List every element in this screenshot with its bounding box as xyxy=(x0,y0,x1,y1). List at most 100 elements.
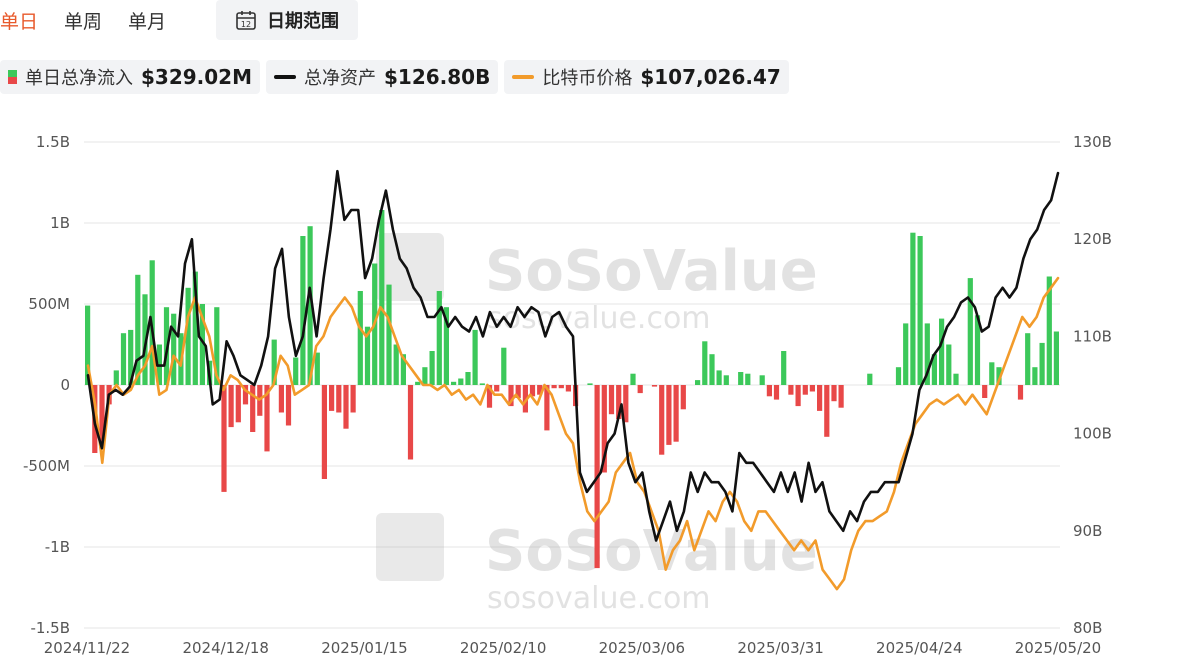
x-axis: 2024/11/22 2024/12/18 2025/01/15 2025/02/10… xyxy=(44,639,1101,657)
inflow-bar xyxy=(128,329,134,385)
outflow-bar xyxy=(608,385,615,415)
outflow-bar xyxy=(242,385,249,405)
y-left-tick-label: 0 xyxy=(60,376,70,394)
inflow-bar xyxy=(192,271,198,385)
inflow-bar xyxy=(465,372,471,385)
inflow-bar xyxy=(386,284,392,385)
x-tick-label: 2025/04/24 xyxy=(876,639,962,657)
legend-item-btc-price[interactable]: 比特币价格 $107,026.47 xyxy=(504,60,789,94)
inflow-bar xyxy=(738,372,744,385)
inflow-bar xyxy=(422,367,428,385)
outflow-bar xyxy=(278,385,284,413)
y-left-tick-label: -500M xyxy=(23,457,70,475)
inflow-bar xyxy=(393,344,399,385)
x-tick-label: 2025/03/06 xyxy=(599,639,685,657)
inflow-bar xyxy=(135,274,141,385)
outflow-bar xyxy=(529,385,536,397)
outflow-bar xyxy=(824,385,830,437)
inflow-bar xyxy=(967,278,973,385)
date-range-button[interactable]: 12 日期范围 xyxy=(216,0,358,40)
outflow-bar xyxy=(494,385,500,392)
inflow-bar xyxy=(357,291,363,385)
y-right-tick-label: 90B xyxy=(1073,522,1102,540)
legend-flow-value: $329.02M xyxy=(141,65,252,89)
outflow-bar xyxy=(508,385,514,407)
inflow-bar xyxy=(479,383,485,385)
inflow-bar xyxy=(171,313,177,385)
y-left-tick-label: 1.5B xyxy=(36,133,70,151)
y-axis-right: 130B 120B 110B 100B 90B 80B xyxy=(1073,133,1112,637)
inflow-bar xyxy=(917,236,923,385)
outflow-bar xyxy=(486,385,493,408)
chart-legend: 单日总净流入 $329.02M 总净资产 $126.80B 比特币价格 $107… xyxy=(0,60,789,94)
grid-lines xyxy=(84,141,1060,629)
y-axis-left: 1.5B 1B 500M 0 -500M -1B -1.5B xyxy=(23,133,70,637)
outflow-bar xyxy=(228,385,234,428)
outflow-bar xyxy=(831,385,837,402)
watermark-layer: SoSoValuesosovalue.comSoSoValuesosovalue… xyxy=(376,233,818,616)
outflow-bar xyxy=(623,385,629,423)
sosovalue-logo-icon xyxy=(376,513,444,581)
outflow-bar xyxy=(285,385,292,426)
calendar-icon: 12 xyxy=(236,11,256,30)
outflow-bar xyxy=(336,385,342,413)
inflow-bar xyxy=(953,373,959,385)
inflow-bar xyxy=(989,362,995,385)
outflow-bar xyxy=(321,385,327,479)
inflow-bar xyxy=(429,351,435,385)
legend-item-daily-inflow[interactable]: 单日总净流入 $329.02M xyxy=(0,60,260,94)
x-tick-label: 2025/02/10 xyxy=(460,639,546,657)
outflow-bar xyxy=(982,385,988,398)
y-left-tick-label: 1B xyxy=(50,214,70,232)
y-right-tick-label: 120B xyxy=(1073,230,1112,248)
tab-monthly[interactable]: 单月 xyxy=(128,10,167,33)
outflow-bar xyxy=(544,385,550,431)
tab-weekly[interactable]: 单周 xyxy=(64,10,103,33)
y-right-tick-label: 80B xyxy=(1073,619,1102,637)
legend-flow-name: 单日总净流入 xyxy=(25,68,133,89)
outflow-bar xyxy=(795,385,801,407)
inflow-bar xyxy=(1025,333,1031,385)
outflow-bar xyxy=(666,385,672,445)
inflow-bar xyxy=(458,378,464,385)
x-tick-label: 2025/05/20 xyxy=(1015,639,1101,657)
outflow-bar xyxy=(250,385,256,432)
outflow-bar xyxy=(221,385,227,492)
outflow-bar xyxy=(601,385,607,473)
net-assets-line xyxy=(86,169,1060,542)
line-swatch-icon xyxy=(512,75,535,79)
y-left-tick-label: -1B xyxy=(45,538,70,556)
watermark-url: sosovalue.com xyxy=(487,301,711,336)
inflow-bar xyxy=(587,383,593,385)
watermark-url: sosovalue.com xyxy=(487,581,711,616)
x-tick-label: 2024/12/18 xyxy=(182,639,268,657)
inflow-bar xyxy=(939,318,945,385)
inflow-bar xyxy=(307,226,313,385)
inflow-bar xyxy=(702,341,708,385)
outflow-bar xyxy=(515,385,521,398)
y-left-tick-label: -1.5B xyxy=(30,619,70,637)
outflow-bar xyxy=(522,385,528,413)
inflow-bar xyxy=(924,323,930,385)
inflow-bar xyxy=(436,291,442,385)
outflow-bar xyxy=(659,385,665,455)
tab-daily[interactable]: 单日 xyxy=(0,10,39,33)
inflow-bar xyxy=(199,304,205,385)
watermark-brand: SoSoValue xyxy=(485,519,818,584)
inflow-bar xyxy=(1039,342,1045,385)
inflow-bar xyxy=(415,381,421,385)
inflow-bar xyxy=(185,287,191,385)
inflow-bar xyxy=(1032,367,1038,385)
inflow-bar xyxy=(364,326,371,385)
inflow-bar xyxy=(903,323,909,385)
outflow-bar xyxy=(637,385,643,394)
outflow-bar xyxy=(788,385,794,395)
legend-btc-value: $107,026.47 xyxy=(640,65,781,89)
outflow-bar xyxy=(766,385,772,397)
inflow-bar xyxy=(867,373,873,385)
outflow-bar xyxy=(537,385,543,395)
legend-item-net-assets[interactable]: 总净资产 $126.80B xyxy=(266,60,499,94)
inflow-bar xyxy=(931,354,937,385)
inflow-bar xyxy=(120,333,127,385)
inflow-bar xyxy=(443,307,449,385)
